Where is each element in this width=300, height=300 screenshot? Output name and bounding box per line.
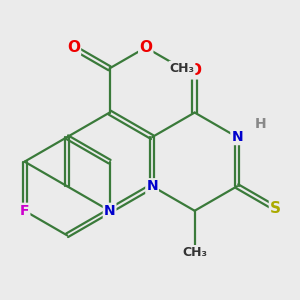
Text: O: O: [139, 40, 152, 55]
Text: CH₃: CH₃: [169, 62, 194, 75]
Text: N: N: [104, 204, 116, 218]
Text: N: N: [146, 179, 158, 193]
Text: O: O: [188, 63, 201, 78]
Text: S: S: [270, 201, 281, 216]
Text: H: H: [255, 117, 266, 130]
Text: CH₃: CH₃: [182, 246, 207, 259]
Text: N: N: [231, 130, 243, 144]
Text: O: O: [67, 40, 80, 55]
Text: F: F: [20, 204, 29, 218]
